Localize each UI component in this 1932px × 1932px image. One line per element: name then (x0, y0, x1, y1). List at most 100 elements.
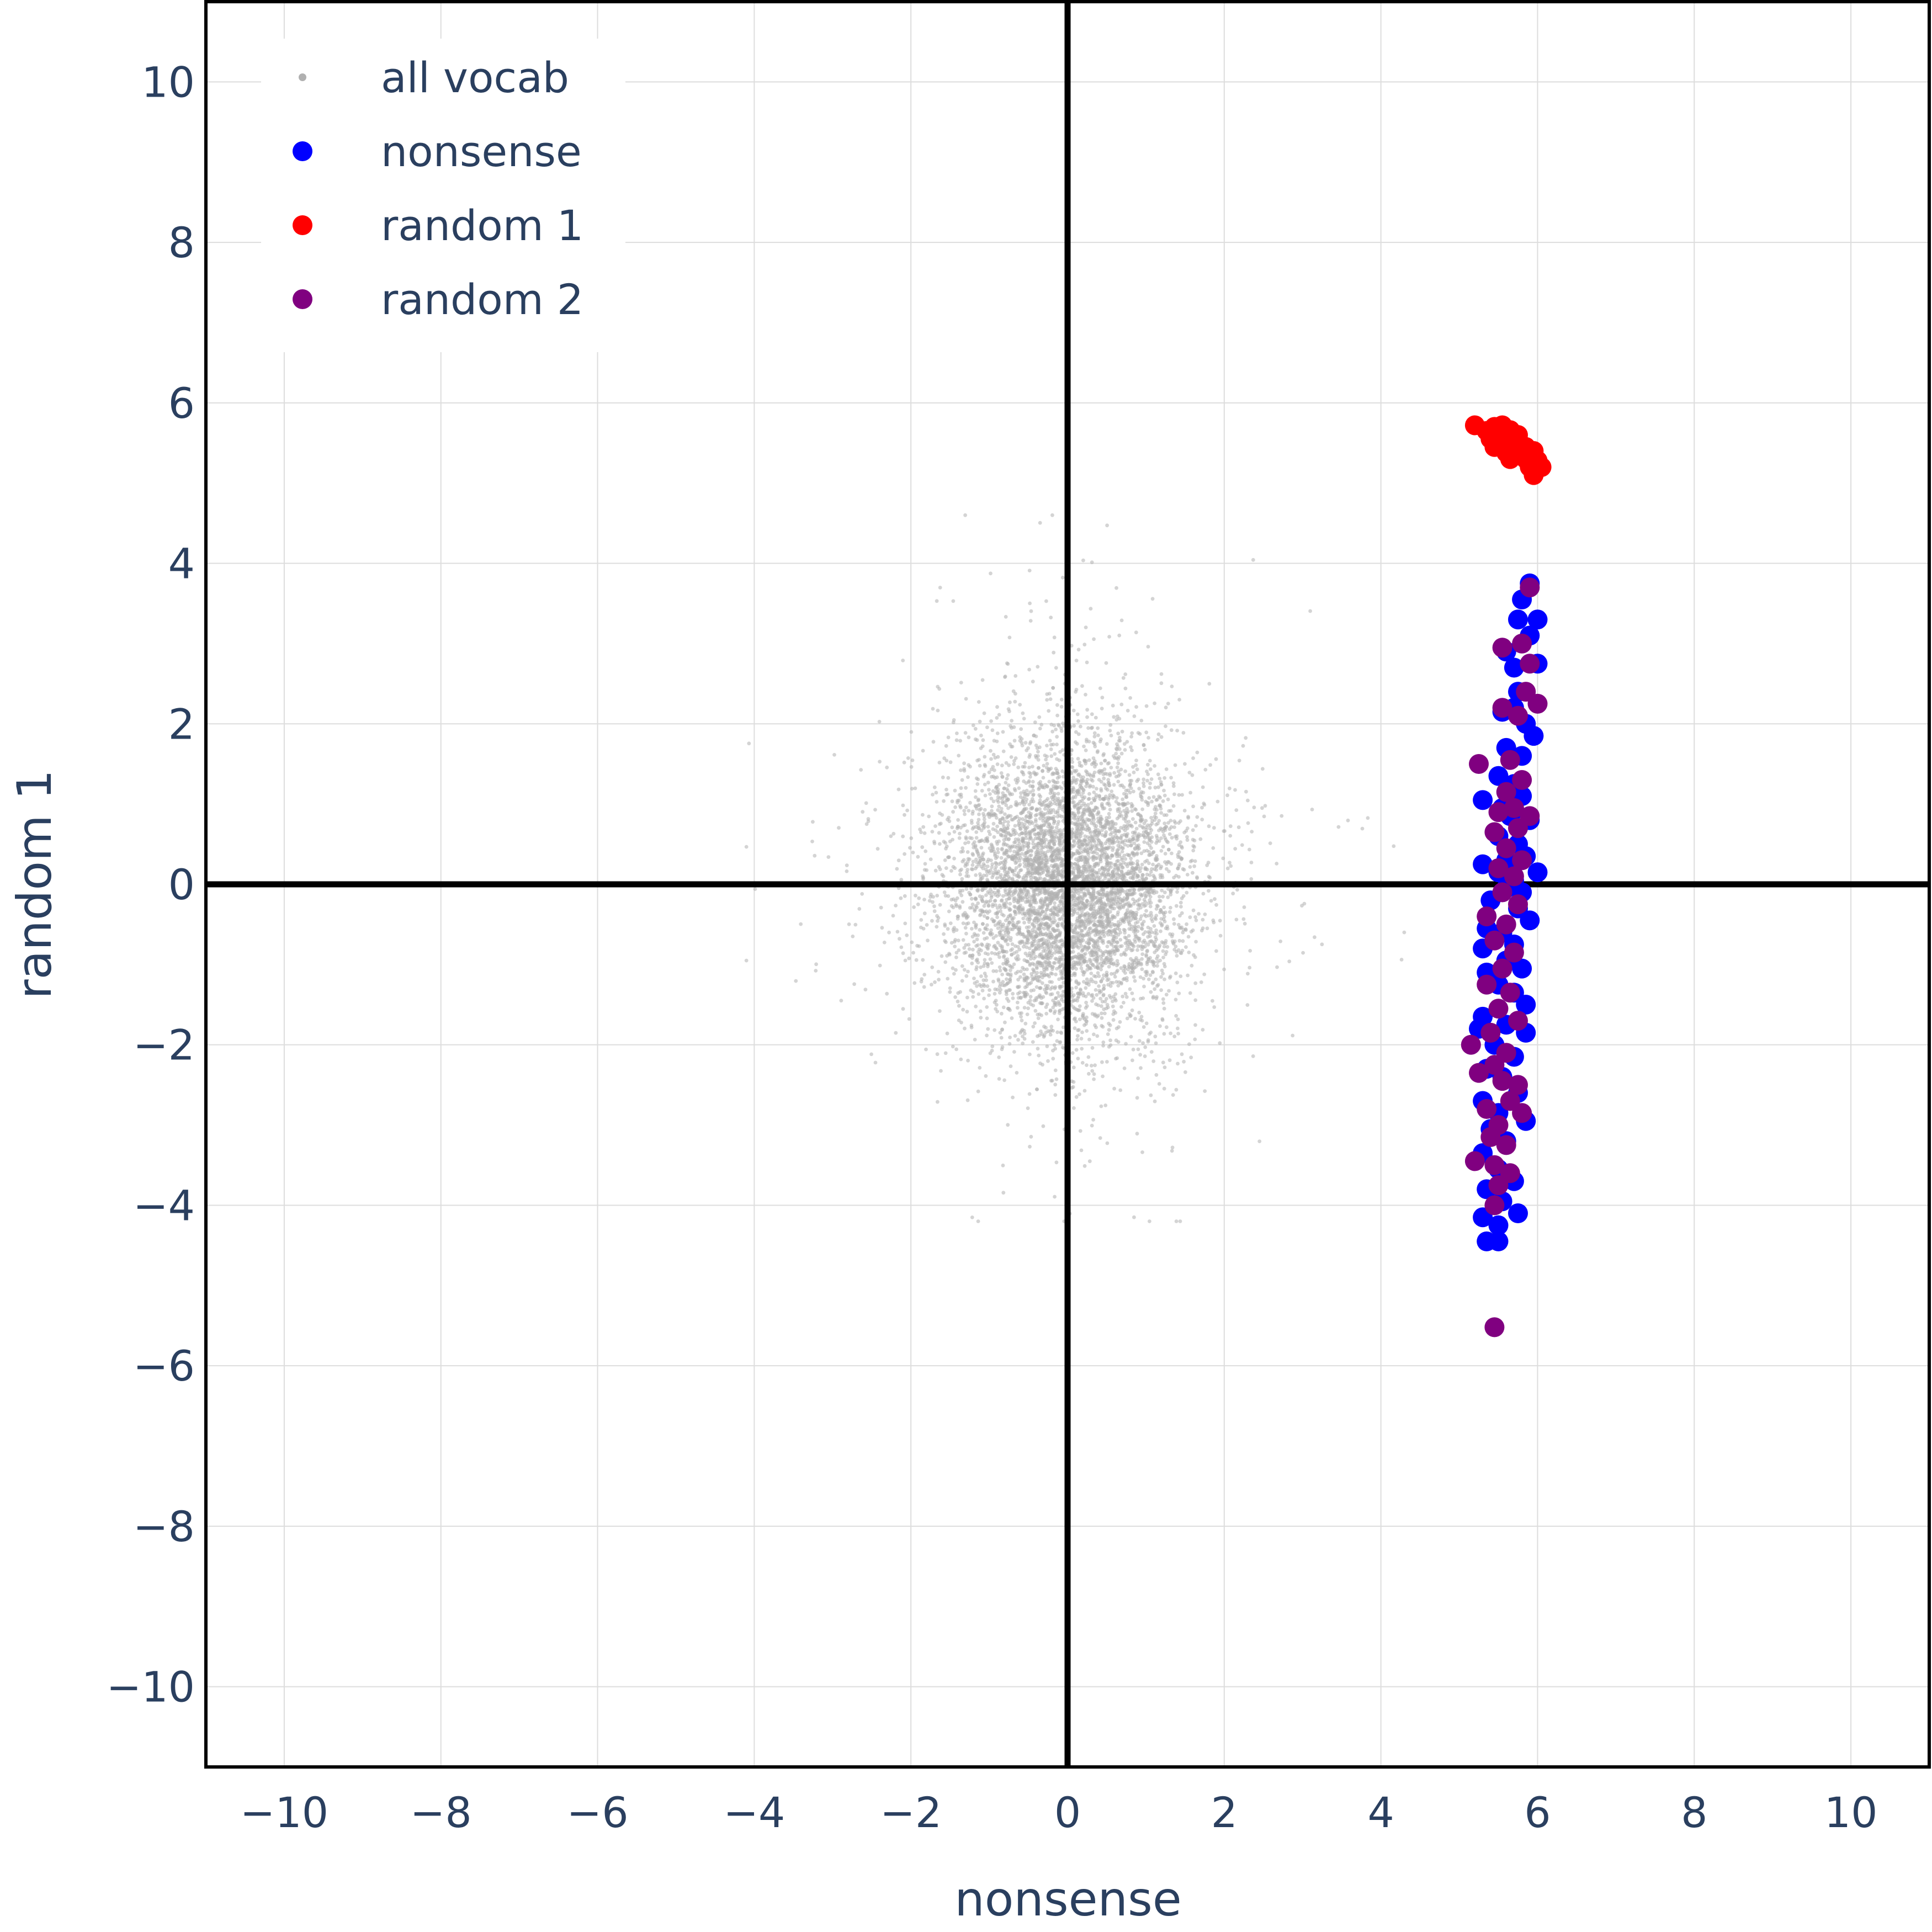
all-vocab-point (974, 898, 978, 901)
all-vocab-point (985, 878, 989, 882)
all-vocab-point (1201, 1028, 1205, 1032)
all-vocab-point (1001, 791, 1005, 795)
all-vocab-point (1042, 813, 1046, 816)
all-vocab-point (1172, 819, 1177, 824)
all-vocab-point (969, 988, 973, 992)
all-vocab-point (1049, 615, 1053, 620)
all-vocab-point (1044, 1026, 1048, 1030)
all-vocab-point (1017, 833, 1022, 837)
all-vocab-point (1218, 933, 1223, 938)
all-vocab-point (1087, 1037, 1091, 1042)
all-vocab-point (1100, 1000, 1105, 1004)
all-vocab-point (961, 1007, 965, 1012)
all-vocab-point (1073, 795, 1078, 799)
all-vocab-point (1107, 783, 1112, 788)
all-vocab-point (1188, 915, 1192, 920)
all-vocab-point (1144, 909, 1148, 913)
all-vocab-point (1117, 927, 1122, 932)
all-vocab-point (937, 978, 941, 982)
all-vocab-point (1060, 848, 1064, 853)
all-vocab-point (975, 782, 980, 786)
all-vocab-point (974, 830, 979, 834)
all-vocab-point (960, 979, 964, 983)
all-vocab-point (1028, 963, 1032, 967)
all-vocab-point (1159, 849, 1164, 853)
all-vocab-point (894, 1031, 898, 1035)
all-vocab-point (1025, 819, 1029, 824)
all-vocab-point (987, 770, 991, 774)
all-vocab-point (1143, 1054, 1147, 1058)
all-vocab-point (1029, 878, 1033, 883)
all-vocab-point (1031, 1025, 1036, 1029)
all-vocab-point (1112, 771, 1116, 775)
all-vocab-point (1125, 976, 1129, 980)
all-vocab-point (1116, 920, 1121, 924)
all-vocab-point (1106, 778, 1111, 782)
all-vocab-point (1151, 1059, 1156, 1063)
all-vocab-point (1123, 829, 1127, 832)
all-vocab-point (1094, 843, 1097, 847)
all-vocab-point (998, 1031, 1002, 1035)
all-vocab-point (1015, 802, 1019, 806)
all-vocab-point (1085, 1029, 1089, 1033)
all-vocab-point (1027, 925, 1031, 929)
all-vocab-point (964, 835, 968, 840)
all-vocab-point (1076, 647, 1081, 652)
all-vocab-point (1142, 976, 1146, 981)
all-vocab-point (942, 932, 946, 936)
all-vocab-point (1112, 1009, 1116, 1013)
all-vocab-point (1079, 1037, 1084, 1041)
all-vocab-point (1145, 778, 1149, 783)
all-vocab-point (1143, 912, 1147, 917)
all-vocab-point (995, 906, 1000, 910)
all-vocab-point (1037, 786, 1042, 790)
all-vocab-point (965, 871, 969, 875)
all-vocab-point (1071, 869, 1076, 873)
all-vocab-point (1008, 977, 1012, 981)
all-vocab-point (1113, 878, 1117, 882)
all-vocab-point (1055, 912, 1059, 917)
all-vocab-point (1018, 802, 1022, 806)
all-vocab-point (1078, 923, 1082, 927)
all-vocab-point (1123, 967, 1127, 971)
all-vocab-point (1000, 1011, 1004, 1016)
all-vocab-point (1001, 983, 1005, 988)
all-vocab-point (1045, 811, 1050, 815)
all-vocab-point (979, 1016, 983, 1020)
all-vocab-point (1114, 586, 1118, 590)
all-vocab-point (997, 783, 1001, 787)
all-vocab-point (931, 707, 935, 711)
all-vocab-point (965, 1010, 969, 1014)
all-vocab-point (1257, 1139, 1262, 1144)
all-vocab-point (1246, 798, 1250, 803)
all-vocab-point (1078, 987, 1082, 991)
all-vocab-point (1056, 829, 1060, 833)
all-vocab-point (1084, 748, 1088, 752)
all-vocab-point (970, 961, 974, 965)
all-vocab-point (1094, 862, 1098, 866)
all-vocab-point (1048, 1008, 1053, 1012)
all-vocab-point (1214, 757, 1218, 761)
all-vocab-point (1147, 930, 1151, 934)
all-vocab-point (942, 756, 947, 761)
all-vocab-point (1085, 708, 1089, 712)
all-vocab-point (1191, 848, 1196, 853)
all-vocab-point (946, 855, 950, 859)
all-vocab-point (1021, 765, 1025, 769)
all-vocab-point (1074, 979, 1079, 983)
all-vocab-point (1090, 999, 1094, 1003)
all-vocab-point (984, 978, 989, 983)
all-vocab-point (1159, 988, 1164, 992)
all-vocab-point (1249, 861, 1254, 864)
all-vocab-point (956, 991, 960, 995)
all-vocab-point (1046, 1059, 1050, 1063)
all-vocab-point (1100, 1011, 1103, 1016)
all-vocab-point (896, 858, 901, 863)
all-vocab-point (1101, 1040, 1106, 1044)
all-vocab-point (1074, 1048, 1079, 1052)
all-vocab-point (1013, 824, 1017, 828)
all-vocab-point (1079, 928, 1084, 933)
all-vocab-point (826, 855, 831, 859)
all-vocab-point (1108, 827, 1112, 832)
all-vocab-point (1082, 838, 1087, 842)
